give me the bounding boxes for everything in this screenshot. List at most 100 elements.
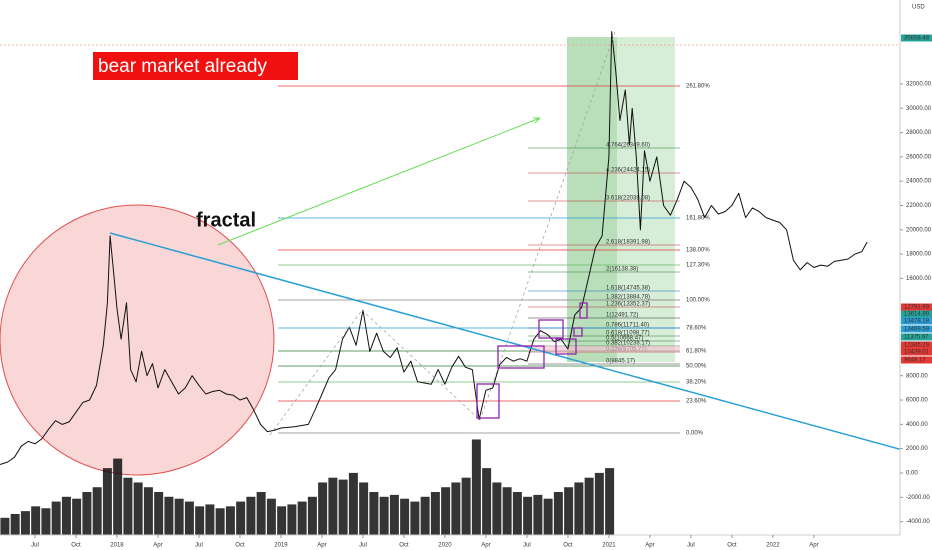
x-tick-label: 2021: [602, 543, 616, 549]
volume-bar: [72, 498, 82, 535]
x-tick-label: Jul: [31, 543, 39, 549]
volume-bar: [287, 504, 297, 535]
headline: bear market already: [98, 56, 267, 77]
headline-box: [93, 52, 298, 80]
volume-bar: [307, 496, 317, 535]
x-tick-label: 2019: [274, 543, 288, 549]
price-tag-bg: [901, 341, 932, 349]
x-tick-label: Jul: [687, 543, 695, 549]
y-tick-label: 4000.00: [906, 422, 928, 428]
volume-bar: [348, 472, 358, 535]
right-axis-bg: [900, 0, 932, 550]
price-tag-bg: [901, 303, 932, 311]
x-tick-label: Jul: [195, 543, 203, 549]
fib-ext-label: 1(12491.72): [606, 313, 638, 319]
fib-ext-label: 0(8845.17): [606, 359, 635, 365]
volume-bar: [420, 496, 430, 535]
fib-label: 138.00%: [686, 248, 710, 254]
price-tag-bg: [901, 348, 932, 356]
dashed-path: [361, 309, 481, 421]
price-tag: 12345.29: [904, 343, 930, 349]
fib-ext-label: 4.764(26349.60): [606, 143, 650, 149]
volume-bar: [328, 477, 338, 535]
volume-bar: [164, 496, 174, 535]
arrow: [217, 117, 541, 246]
volume-bar: [184, 501, 194, 535]
fib-ext-label: 3.618(22038.08): [606, 196, 650, 202]
fib-label: 127.30%: [686, 263, 710, 269]
volume-group: [0, 439, 615, 535]
fib-label: 23.60%: [686, 399, 707, 405]
y-tick-label: 16000.00: [906, 276, 932, 282]
fib-group: 261.80% 161.80% 138.00% 127.30% 100.00% 78.60…: [278, 84, 710, 437]
volume-bar: [215, 508, 225, 535]
x-tick-label: Apr: [153, 543, 162, 549]
x-tick-label: 2018: [110, 543, 124, 549]
price-tag: 13478.18: [904, 319, 930, 325]
fib-label: 78.60%: [686, 326, 707, 332]
price-tag-bg: [901, 356, 932, 364]
volume-bar: [512, 492, 522, 535]
x-tick-label: 2020: [438, 543, 452, 549]
volume-bar: [133, 482, 143, 535]
volume-bar: [584, 477, 594, 535]
volume-bar: [533, 494, 543, 535]
volume-bar: [379, 496, 389, 535]
volume-bar: [154, 492, 164, 535]
volume-bar: [318, 482, 328, 535]
volume-bar: [482, 468, 492, 535]
volume-bar: [266, 498, 276, 535]
volume-bar: [502, 487, 512, 535]
fib-ext-label: 1.382(13884.78): [606, 295, 650, 301]
volume-bar: [82, 492, 92, 535]
volume-bar: [400, 498, 410, 535]
pattern-box: [538, 319, 564, 339]
volume-bar: [113, 458, 123, 535]
volume-bar: [92, 487, 102, 535]
price-group: [0, 31, 868, 465]
x-tick-label: Apr: [809, 543, 818, 549]
price-tag: 13469.59: [904, 327, 930, 333]
volume-bar: [369, 492, 379, 535]
pattern-box: [555, 338, 577, 355]
price-line: [0, 31, 868, 465]
fib-ext-label: 0.5(10668.47): [606, 336, 643, 342]
volume-bar: [20, 511, 30, 535]
x-tick-label: Oct: [399, 543, 409, 549]
y-tick-label: 30000.00: [906, 106, 932, 112]
y-tick-label: -4000.00: [906, 519, 930, 525]
volume-bar: [41, 508, 51, 535]
x-tick-label: Oct: [235, 543, 245, 549]
fib-ext-label: 4.236(24424.15): [606, 168, 650, 174]
fib-label: 0.00%: [686, 431, 704, 437]
x-tick-label: Oct: [71, 543, 81, 549]
volume-bar: [430, 492, 440, 535]
fib-ext-label: 0.382(10238.17): [606, 341, 650, 347]
volume-bar: [51, 501, 61, 535]
volume-bar: [195, 506, 205, 535]
volume-bar: [277, 506, 287, 535]
fib-label: 61.80%: [686, 349, 707, 355]
volume-bar: [102, 468, 112, 535]
fib-band: [528, 346, 680, 352]
fractal-circle: [0, 204, 275, 476]
volume-bar: [31, 506, 41, 535]
price-tag-bg: [901, 325, 932, 333]
volume-bar: [225, 506, 235, 535]
y-tick-label: 28000.00: [906, 130, 932, 136]
price-tag: 35658.48: [904, 36, 930, 42]
price-tag-bg: [901, 333, 932, 341]
volume-bar: [256, 492, 266, 535]
y-tick-label: 2000.00: [906, 446, 928, 452]
price-tag: 9649.17: [904, 358, 926, 364]
volume-bar: [605, 468, 615, 535]
price-tag-bg: [901, 34, 932, 42]
y-tick-label: 22000.00: [906, 203, 932, 209]
y-tick-label: -2000.00: [906, 495, 930, 501]
pattern-box: [579, 302, 588, 319]
fib-ext-label: 2(16138.38): [606, 267, 638, 273]
volume-bar: [471, 439, 481, 535]
x-tick-label: Jul: [523, 543, 531, 549]
volume-bar: [410, 501, 420, 535]
